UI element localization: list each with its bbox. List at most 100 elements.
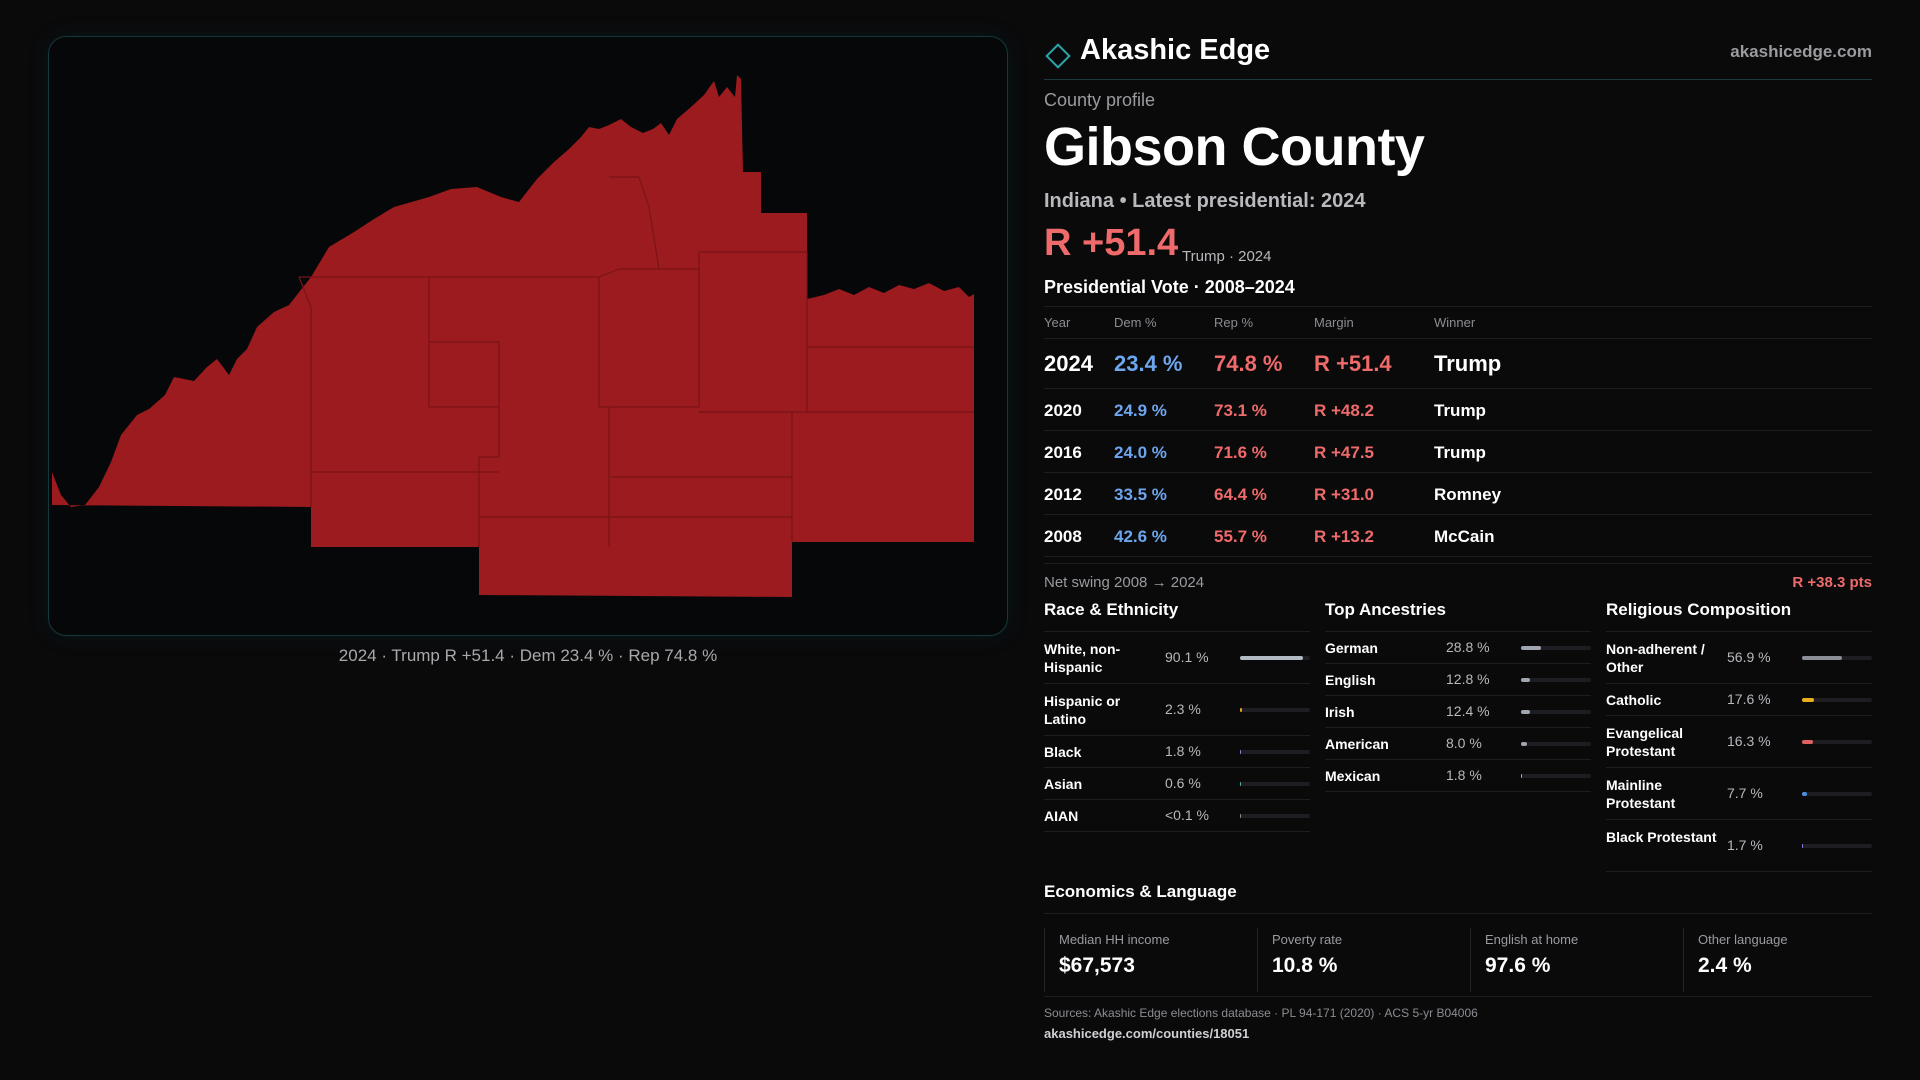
list-item-percent: 7.7 % — [1727, 785, 1763, 801]
page-subtitle: Indiana • Latest presidential: 2024 — [1044, 190, 1366, 212]
progress-bar-fill — [1240, 708, 1242, 712]
stat-poverty-rate: Poverty rate 10.8 % — [1257, 928, 1457, 992]
race-list: White, non-Hispanic 90.1 % Hispanic or Lat… — [1044, 632, 1310, 832]
list-item-label: Catholic — [1606, 692, 1662, 708]
list-item: Hispanic or Latino 2.3 % — [1044, 684, 1310, 736]
list-item-percent: <0.1 % — [1165, 807, 1209, 823]
list-item: Mexican 1.8 % — [1325, 760, 1591, 792]
row-winner: Trump — [1434, 401, 1486, 420]
progress-bar-fill — [1240, 656, 1304, 660]
stat-english-at-home: English at home 97.6 % — [1470, 928, 1670, 992]
row-margin: R +13.2 — [1314, 527, 1375, 546]
list-item-label: Mainline Protestant — [1606, 777, 1676, 811]
brand-bar: Akashic Edge akashicedge.com — [1044, 30, 1872, 80]
list-item: American 8.0 % — [1325, 728, 1591, 760]
progress-bar-track — [1240, 814, 1310, 818]
list-item-label: German — [1325, 640, 1378, 656]
net-swing: Net swing 2008 → 2024 R +38.3 pts — [1044, 563, 1872, 595]
list-item: Mainline Protestant 7.7 % — [1606, 768, 1872, 820]
progress-bar-track — [1802, 792, 1872, 796]
list-item-label: AIAN — [1044, 808, 1079, 824]
row-winner: Trump — [1434, 443, 1486, 462]
table-row: 2020 24.9 % 73.1 % R +48.2 Trump — [1044, 389, 1872, 431]
list-item-percent: 0.6 % — [1165, 775, 1201, 791]
row-dem: 24.9 % — [1114, 401, 1167, 420]
progress-bar-track — [1240, 782, 1310, 786]
stat-label: English at home — [1485, 932, 1579, 947]
progress-bar-fill — [1240, 750, 1242, 754]
progress-bar-track — [1521, 742, 1591, 746]
progress-bar-fill — [1521, 774, 1523, 778]
map-caption: 2024 · Trump R +51.4 · Dem 23.4 % · Rep … — [338, 646, 718, 665]
row-margin: R +31.0 — [1314, 485, 1375, 504]
table-row: 2016 24.0 % 71.6 % R +47.5 Trump — [1044, 431, 1872, 473]
latest-margin-note: Trump · 2024 — [1182, 248, 1272, 265]
county-profile-panel: Akashic Edge akashicedge.com County prof… — [1044, 0, 1872, 1080]
list-item: Black 1.8 % — [1044, 736, 1310, 768]
list-item: Asian 0.6 % — [1044, 768, 1310, 800]
progress-bar-fill — [1802, 656, 1842, 660]
row-year: 2024 — [1044, 351, 1093, 376]
list-item-percent: 28.8 % — [1446, 639, 1490, 655]
progress-bar-track — [1521, 678, 1591, 682]
list-item-label: Non-adherent / Other — [1606, 641, 1705, 675]
progress-bar-fill — [1240, 782, 1242, 786]
list-item: Catholic 17.6 % — [1606, 684, 1872, 716]
column-header-year: Year — [1044, 315, 1071, 330]
stat-label: Poverty rate — [1272, 932, 1343, 947]
progress-bar-track — [1802, 844, 1872, 848]
row-winner: McCain — [1434, 527, 1495, 546]
progress-bar-track — [1240, 750, 1310, 754]
row-rep: 71.6 % — [1214, 443, 1267, 462]
progress-bar-fill — [1240, 814, 1242, 818]
list-item: White, non-Hispanic 90.1 % — [1044, 632, 1310, 684]
source-url-link[interactable]: akashicedge.com/counties/18051 — [1044, 1026, 1250, 1041]
column-header-dem: Dem % — [1114, 315, 1157, 330]
list-item: German 28.8 % — [1325, 632, 1591, 664]
row-margin: R +47.5 — [1314, 443, 1375, 462]
row-year: 2012 — [1044, 485, 1082, 504]
religion-list: Non-adherent / Other 56.9 % Catholic 17.6 %… — [1606, 632, 1872, 872]
progress-bar-track — [1240, 708, 1310, 712]
stat-value: 97.6 % — [1485, 954, 1551, 977]
county-map-panel[interactable] — [48, 36, 1008, 636]
table-row: 2012 33.5 % 64.4 % R +31.0 Romney — [1044, 473, 1872, 515]
ancestries-section: Top Ancestries German 28.8 % English 12.8 %… — [1325, 600, 1591, 792]
stat-value: $67,573 — [1059, 954, 1135, 977]
list-item-percent: 56.9 % — [1727, 649, 1771, 665]
list-item-label: White, non-Hispanic — [1044, 641, 1121, 675]
progress-bar-track — [1802, 656, 1872, 660]
list-item: Evangelical Protestant 16.3 % — [1606, 716, 1872, 768]
township-lines — [298, 176, 974, 547]
row-dem: 23.4 % — [1114, 351, 1183, 376]
stat-value: 2.4 % — [1698, 954, 1752, 977]
row-rep: 55.7 % — [1214, 527, 1267, 546]
progress-bar-fill — [1802, 698, 1815, 702]
table-row: 2008 42.6 % 55.7 % R +13.2 McCain — [1044, 515, 1872, 557]
list-item: AIAN <0.1 % — [1044, 800, 1310, 832]
list-item-percent: 12.4 % — [1446, 703, 1490, 719]
row-rep: 74.8 % — [1214, 351, 1283, 376]
ancestries-title: Top Ancestries — [1325, 600, 1591, 632]
list-item-label: American — [1325, 736, 1389, 752]
progress-bar-fill — [1521, 678, 1530, 682]
row-margin: R +51.4 — [1314, 351, 1392, 376]
brand-url-link[interactable]: akashicedge.com — [1730, 42, 1872, 61]
list-item-percent: 90.1 % — [1165, 649, 1209, 665]
county-shape[interactable] — [52, 75, 974, 597]
list-item-label: Asian — [1044, 776, 1083, 792]
list-item-label: Black — [1044, 744, 1082, 760]
row-winner: Romney — [1434, 485, 1502, 504]
sources-note: Sources: Akashic Edge elections database… — [1044, 1006, 1478, 1020]
row-year: 2020 — [1044, 401, 1082, 420]
progress-bar-track — [1521, 646, 1591, 650]
stat-label: Other language — [1698, 932, 1788, 947]
county-map[interactable] — [49, 37, 1008, 636]
list-item-percent: 2.3 % — [1165, 701, 1201, 717]
row-rep: 64.4 % — [1214, 485, 1267, 504]
list-item-percent: 12.8 % — [1446, 671, 1490, 687]
stat-value: 10.8 % — [1272, 954, 1338, 977]
list-item-percent: 17.6 % — [1727, 691, 1771, 707]
list-item-label: Hispanic or Latino — [1044, 693, 1121, 727]
row-year: 2016 — [1044, 443, 1082, 462]
